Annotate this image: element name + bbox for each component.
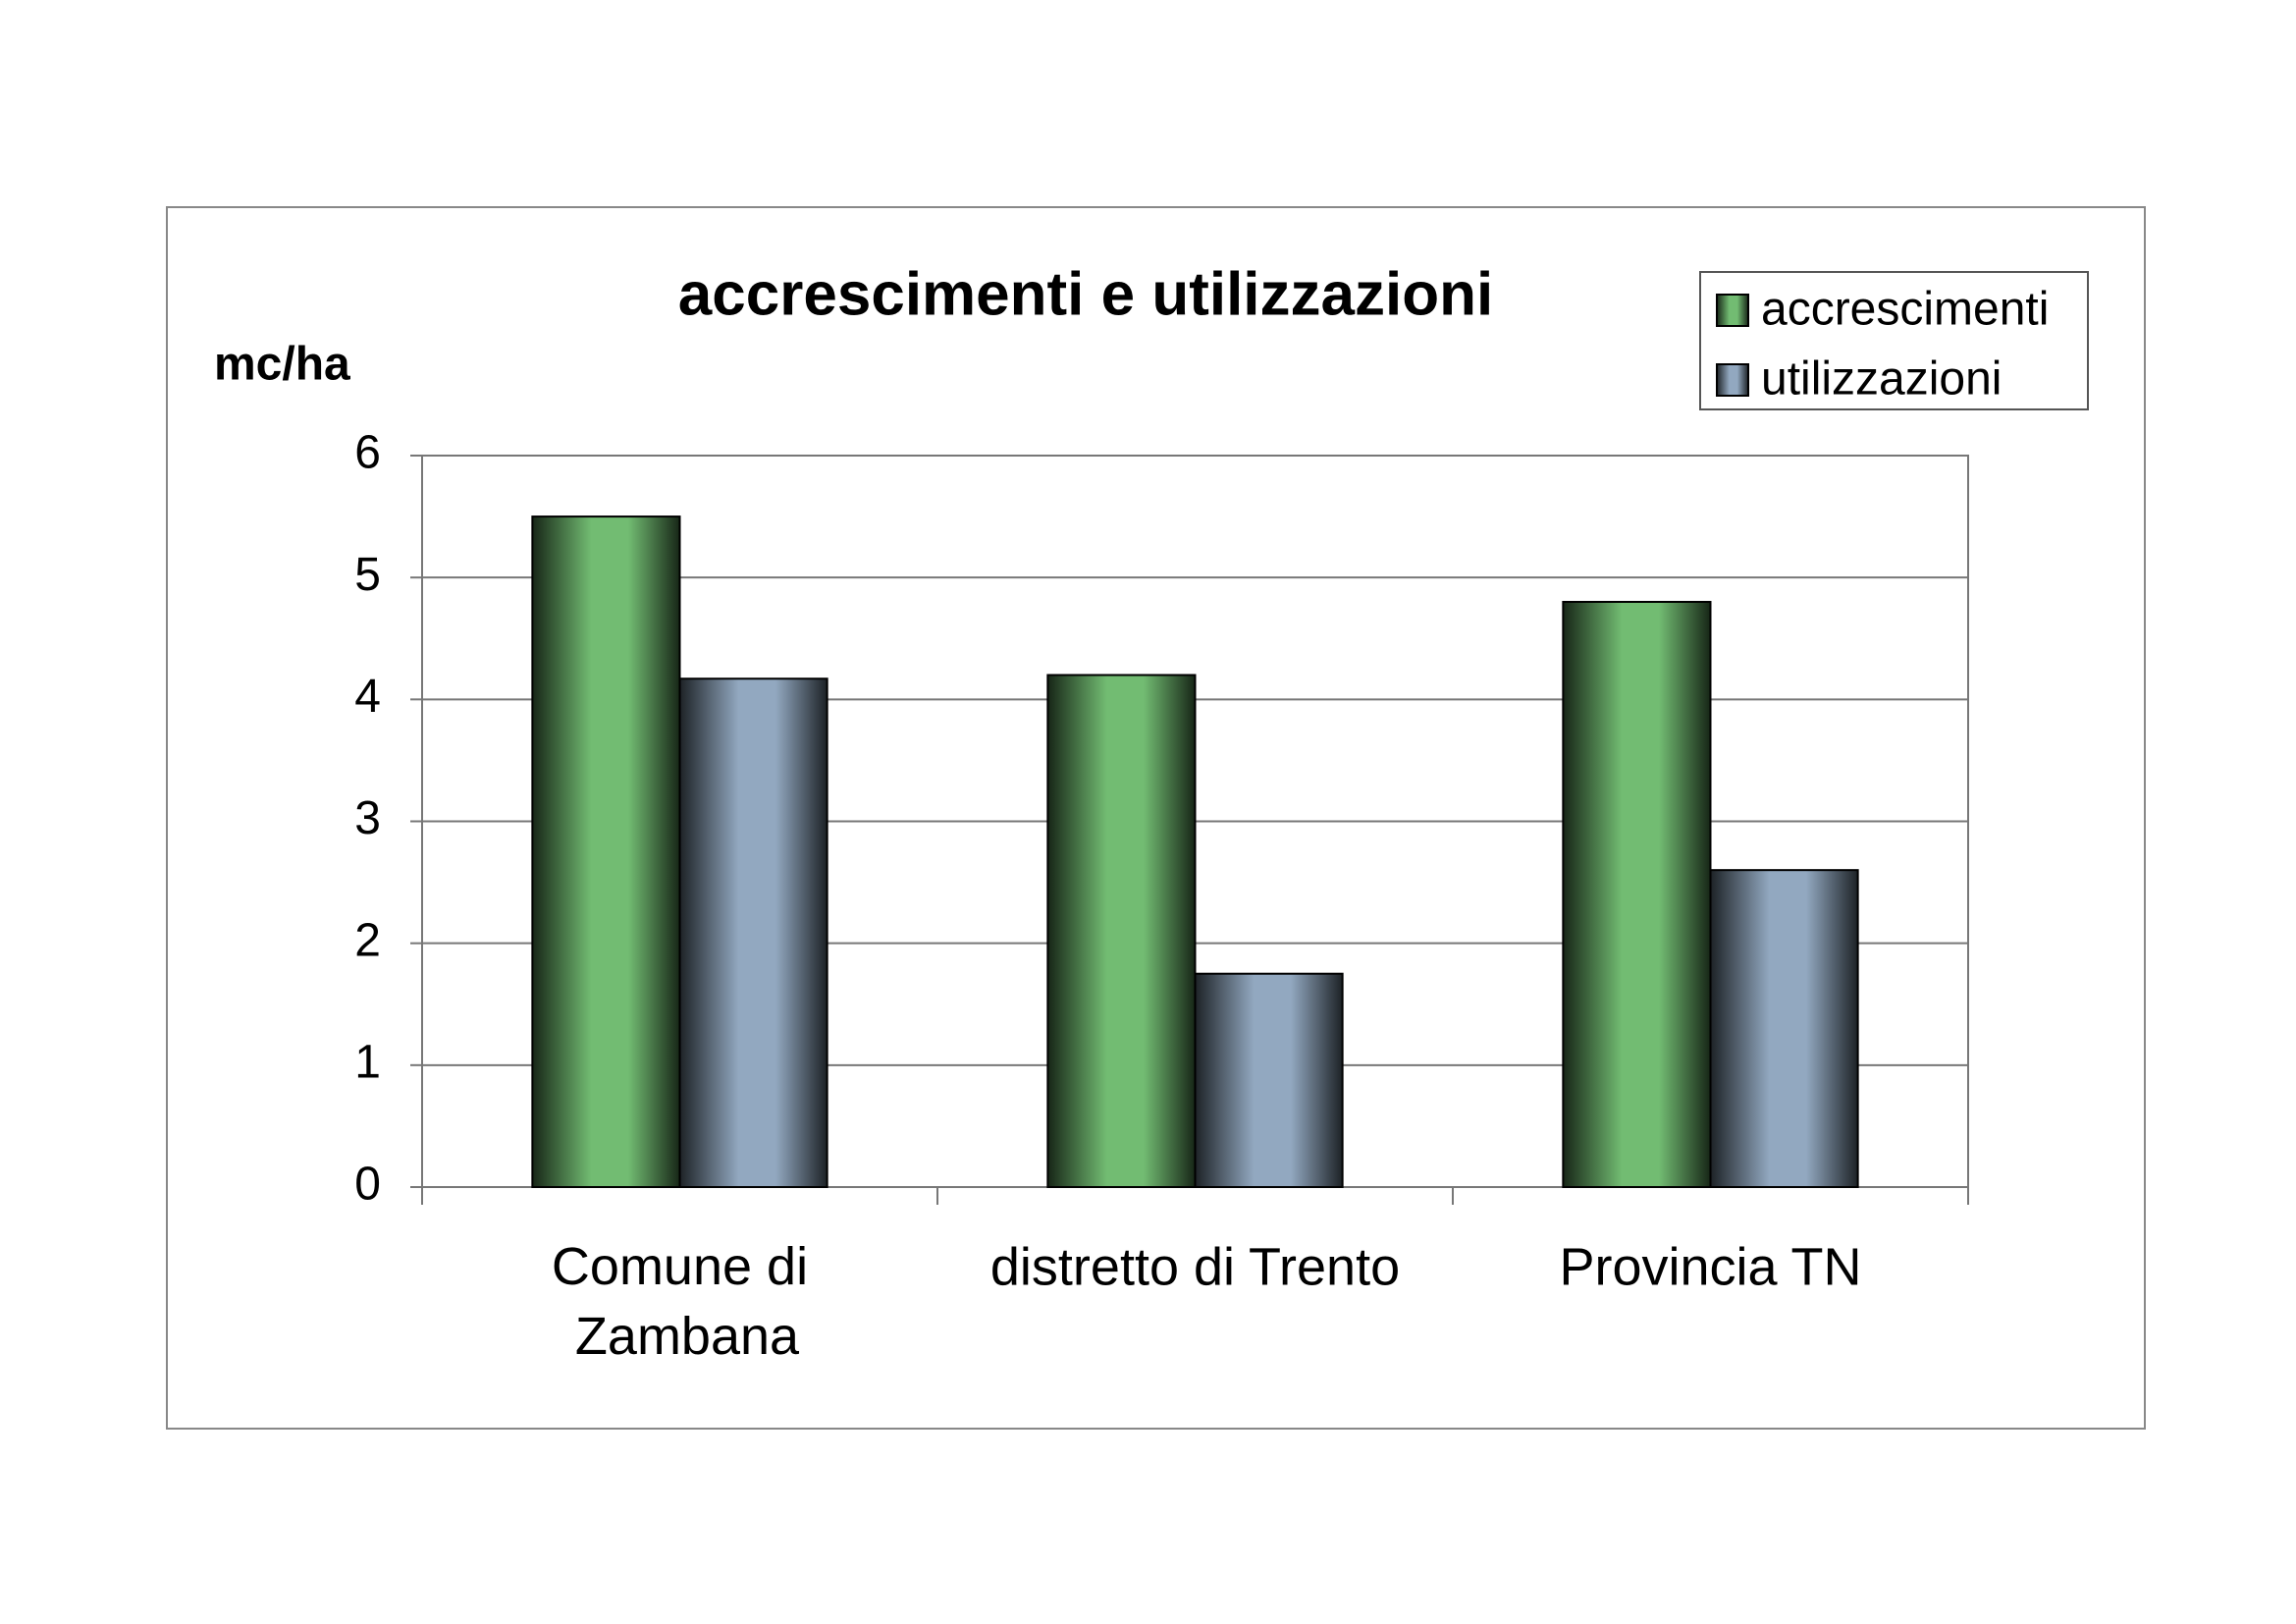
bar [1194,972,1344,1188]
bar [531,515,681,1188]
x-tick-label: Comune di Zambana [552,1237,808,1366]
x-tick-label: distretto di Trento [990,1237,1400,1296]
bar [1709,869,1859,1189]
bar [678,677,828,1188]
y-tick-label: 0 [354,1159,381,1211]
y-axis-label: mc/ha [214,339,350,391]
x-tick-label: Provincia TN [1559,1237,1861,1296]
y-tick-label: 3 [354,792,381,844]
legend-box [1699,271,2089,410]
y-tick-label: 1 [354,1037,381,1089]
bar [1046,674,1197,1188]
legend-swatch [1716,363,1749,397]
y-tick-label: 4 [354,671,381,723]
legend-swatch [1716,294,1749,327]
bar [1562,601,1712,1188]
y-tick-label: 6 [354,427,381,479]
legend-label: accrescimenti [1761,284,2049,336]
legend-label: utilizzazioni [1761,353,2002,406]
y-tick-label: 5 [354,549,381,601]
y-tick-label: 2 [354,914,381,966]
chart-title: accrescimenti e utilizzazioni [678,260,1493,328]
